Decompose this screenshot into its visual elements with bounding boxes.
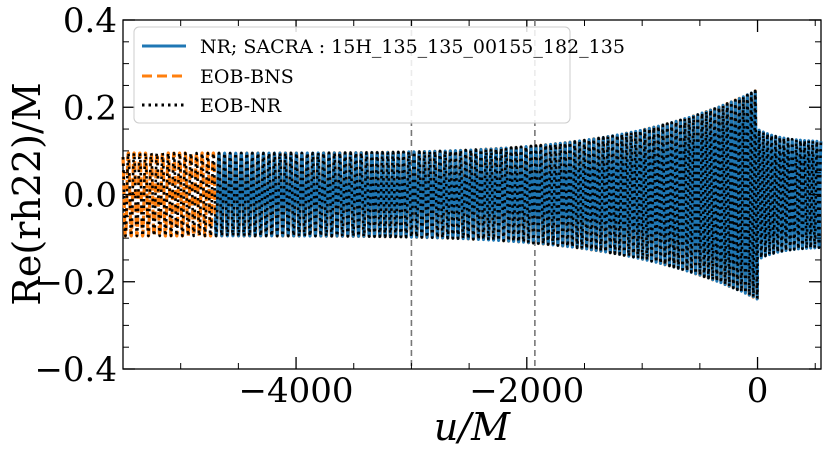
y-tick-label-0: −0.4 (34, 350, 117, 390)
y-tick-label-1: −0.2 (34, 263, 117, 303)
x-tick-labels: −4000 −2000 0 (239, 371, 769, 411)
y-tick-label-4: 0.4 (63, 1, 117, 41)
legend-label-nr: NR; SACRA : 15H_135_135_00155_182_135 (200, 36, 625, 58)
series-layer (121, 89, 823, 301)
legend-box (133, 26, 571, 124)
legend: NR; SACRA : 15H_135_135_00155_182_135 EO… (133, 26, 625, 124)
y-tick-label-2: 0.0 (63, 176, 117, 216)
ticks-layer (123, 19, 821, 370)
legend-label-eob-bns: EOB-BNS (200, 66, 294, 88)
y-tick-labels: −0.4 −0.2 0.0 0.2 0.4 (34, 1, 117, 390)
x-tick-label-0: −4000 (239, 371, 354, 411)
y-axis-label: Re(rh22)/M (5, 82, 49, 305)
x-tick-label-1: −2000 (469, 371, 584, 411)
y-axis-label-group: Re(rh22)/M (5, 82, 49, 305)
legend-label-eob-nr: EOB-NR (200, 95, 282, 117)
y-tick-label-3: 0.2 (63, 88, 117, 128)
x-tick-label-2: 0 (747, 371, 769, 411)
series-line-0 (213, 89, 823, 301)
series-line-2 (121, 89, 823, 300)
x-axis-label: u/M (434, 405, 511, 449)
